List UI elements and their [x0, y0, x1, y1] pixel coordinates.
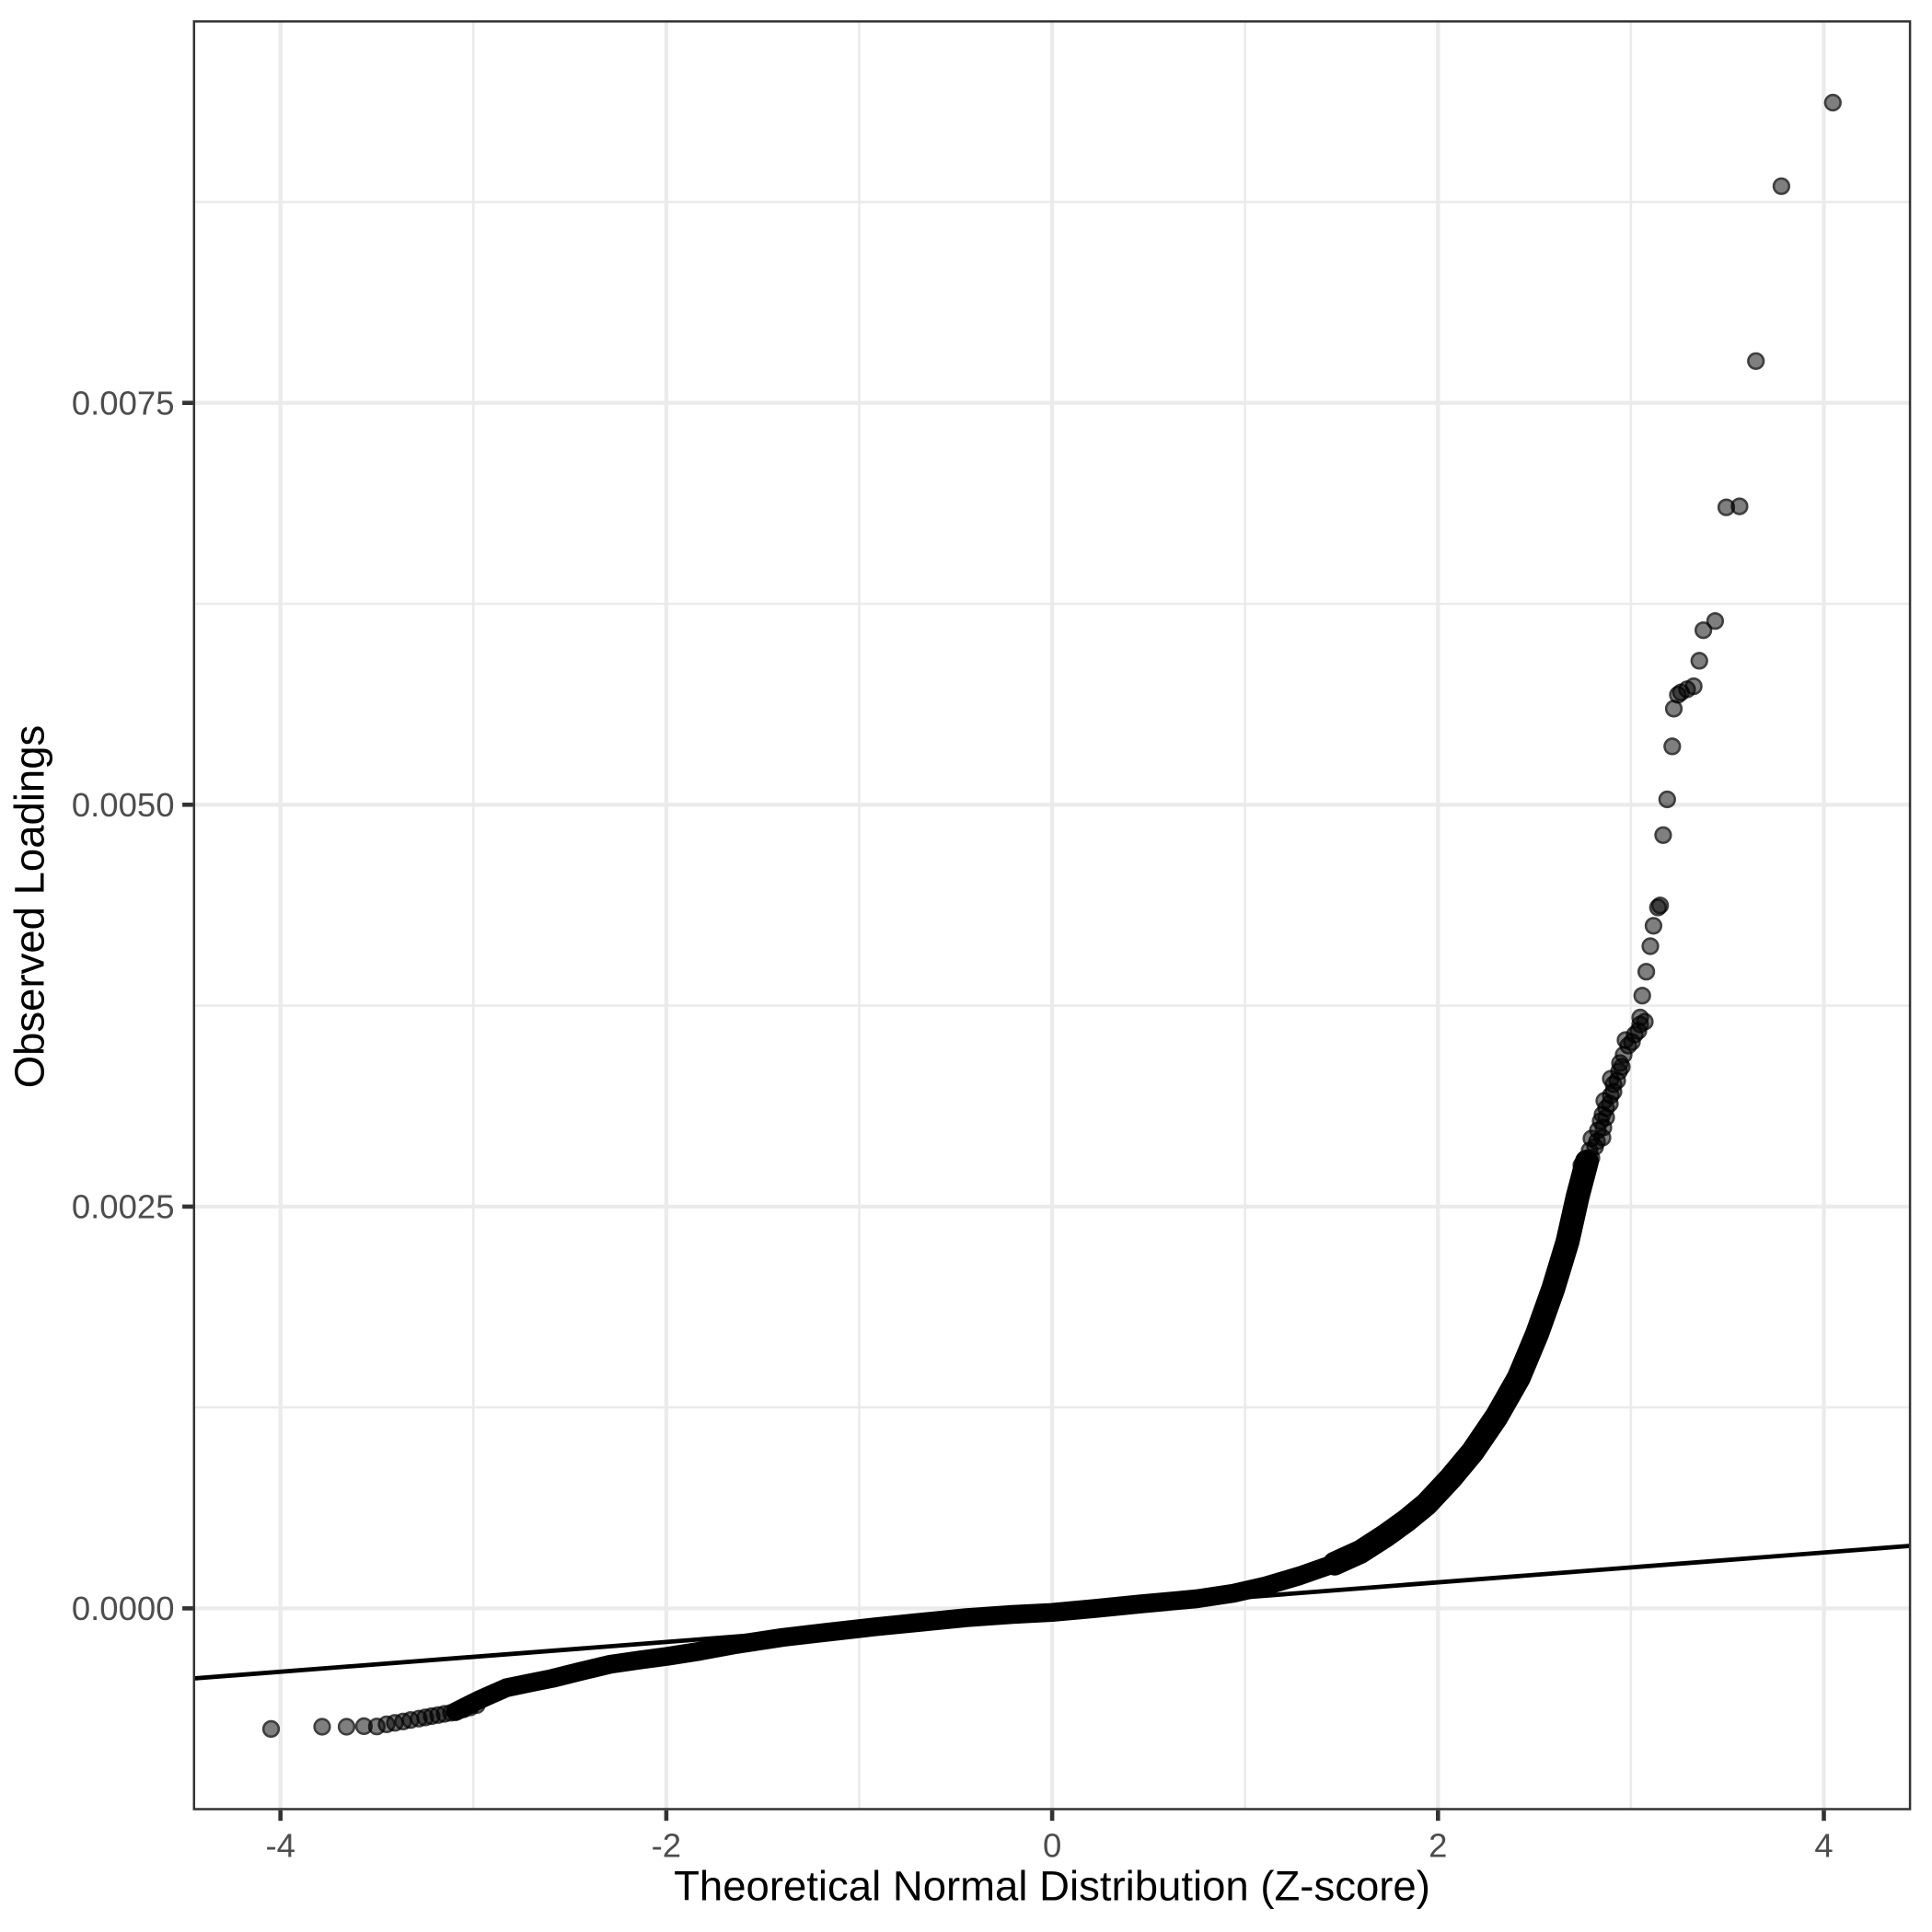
svg-text:2: 2 [1429, 1827, 1447, 1865]
svg-text:-2: -2 [652, 1827, 681, 1865]
svg-text:0.0025: 0.0025 [72, 1188, 175, 1226]
svg-text:-4: -4 [265, 1827, 295, 1865]
svg-text:0.0000: 0.0000 [72, 1590, 175, 1627]
svg-text:4: 4 [1814, 1827, 1833, 1865]
svg-text:Observed Loadings: Observed Loadings [6, 725, 53, 1089]
svg-text:0.0050: 0.0050 [72, 786, 175, 824]
svg-text:0: 0 [1043, 1827, 1061, 1865]
svg-text:0.0075: 0.0075 [72, 385, 175, 422]
svg-text:Theoretical Normal Distributio: Theoretical Normal Distribution (Z-score… [674, 1862, 1430, 1909]
